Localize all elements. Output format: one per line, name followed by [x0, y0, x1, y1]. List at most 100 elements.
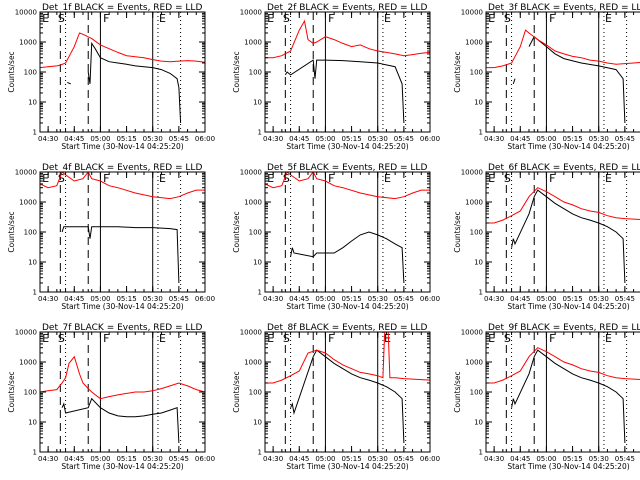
phase-marker-e: E: [384, 172, 391, 185]
x-axis-label: Start Time (30-Nov-14 04:25:20): [507, 302, 629, 311]
x-tick-label: 05:30: [589, 455, 609, 463]
x-tick-label: 05:30: [143, 295, 163, 303]
phase-marker-s: S: [504, 12, 511, 25]
x-tick-label: 05:30: [368, 455, 388, 463]
phase-marker-f: F: [103, 172, 109, 185]
x-tick-label: 05:00: [536, 455, 556, 463]
y-tick-label: 100: [24, 229, 37, 237]
x-tick-label: 05:30: [143, 135, 163, 143]
y-tick-label: 10000: [240, 9, 262, 17]
x-tick-label: 06:00: [195, 135, 215, 143]
y-tick-label: 10: [474, 419, 483, 427]
phase-marker-f: F: [549, 332, 555, 345]
x-axis-label: Start Time (30-Nov-14 04:25:20): [286, 462, 408, 471]
events-series-line: [61, 226, 180, 284]
y-tick-label: 1000: [244, 39, 262, 47]
y-tick-label: 1: [479, 129, 483, 137]
x-tick-label: 05:00: [536, 135, 556, 143]
phase-marker-e: E: [42, 332, 49, 345]
phase-marker-e: E: [384, 12, 391, 25]
y-tick-label: 1: [258, 289, 262, 297]
lld-series-line: [486, 347, 640, 384]
plot-frame: [485, 11, 640, 133]
lld-series-line: [486, 187, 640, 224]
lld-series-line: [40, 355, 205, 400]
x-axis-label: Start Time (30-Nov-14 04:25:20): [61, 302, 183, 311]
y-tick-label: 1: [33, 449, 37, 457]
y-tick-label: 100: [470, 389, 483, 397]
y-tick-label: 10000: [15, 329, 37, 337]
events-series-line: [61, 397, 180, 444]
x-tick-label: 04:30: [263, 135, 283, 143]
x-tick-label: 04:45: [64, 135, 84, 143]
y-axis-label: Counts/sec: [7, 51, 16, 92]
plot-frame: [485, 171, 640, 293]
x-tick-label: 04:45: [510, 135, 530, 143]
y-tick-label: 1: [258, 129, 262, 137]
y-tick-label: 1000: [465, 39, 483, 47]
x-tick-label: 05:00: [315, 135, 335, 143]
y-axis-label: Counts/sec: [7, 211, 16, 252]
x-tick-label: 04:30: [38, 135, 58, 143]
x-tick-label: 05:30: [143, 455, 163, 463]
y-axis-label: Counts/sec: [232, 51, 241, 92]
lld-series-line: [265, 172, 430, 200]
y-tick-label: 10000: [15, 9, 37, 17]
phase-marker-e: E: [488, 172, 495, 185]
y-axis-label: Counts/sec: [453, 51, 462, 92]
y-tick-label: 10000: [15, 169, 37, 177]
phase-marker-s: S: [58, 332, 65, 345]
y-tick-label: 10: [253, 259, 262, 267]
y-tick-label: 1000: [19, 199, 37, 207]
phase-marker-f: F: [549, 172, 555, 185]
events-series-line: [511, 189, 626, 284]
phase-marker-s: S: [504, 332, 511, 345]
y-tick-label: 1000: [465, 199, 483, 207]
y-axis-label: Counts/sec: [453, 211, 462, 252]
x-tick-label: 05:15: [116, 135, 136, 143]
x-tick-label: 06:00: [420, 135, 440, 143]
plot-frame: [485, 331, 640, 453]
phase-marker-s: S: [504, 172, 511, 185]
y-axis-label: Counts/sec: [232, 371, 241, 412]
phase-marker-e: E: [267, 172, 274, 185]
x-tick-label: 04:30: [484, 455, 504, 463]
x-tick-label: 05:00: [90, 135, 110, 143]
events-series-line: [290, 231, 405, 284]
chart-title: Det_6f BLACK = Events, RED = LLD: [488, 163, 640, 173]
y-tick-label: 1: [479, 289, 483, 297]
events-series-line: [511, 349, 626, 444]
x-tick-label: 05:45: [615, 295, 635, 303]
lld-series-line: [265, 19, 430, 59]
y-tick-label: 10: [28, 259, 37, 267]
y-tick-label: 1: [33, 129, 37, 137]
x-tick-label: 05:15: [341, 295, 361, 303]
x-tick-label: 04:45: [64, 295, 84, 303]
phase-marker-e: E: [159, 332, 166, 345]
chart-title: Det_4f BLACK = Events, RED = LLD: [42, 163, 202, 173]
y-tick-label: 100: [249, 229, 262, 237]
phase-marker-s: S: [283, 12, 290, 25]
x-axis-label: Start Time (30-Nov-14 04:25:20): [507, 462, 629, 471]
x-tick-label: 06:00: [420, 455, 440, 463]
x-axis-label: Start Time (30-Nov-14 04:25:20): [507, 142, 629, 151]
y-tick-label: 10000: [461, 9, 483, 17]
x-tick-label: 04:45: [510, 295, 530, 303]
y-axis-label: Counts/sec: [7, 371, 16, 412]
phase-marker-e: E: [384, 332, 391, 345]
phase-marker-s: S: [283, 332, 290, 345]
x-tick-label: 06:00: [195, 455, 215, 463]
x-tick-label: 04:30: [263, 295, 283, 303]
lld-series-line: [486, 29, 640, 69]
x-tick-label: 04:30: [263, 455, 283, 463]
x-tick-label: 05:30: [368, 295, 388, 303]
x-axis-label: Start Time (30-Nov-14 04:25:20): [61, 142, 183, 151]
chart-title: Det_3f BLACK = Events, RED = LLD: [488, 3, 640, 13]
x-tick-label: 05:15: [562, 135, 582, 143]
phase-marker-e: E: [267, 332, 274, 345]
